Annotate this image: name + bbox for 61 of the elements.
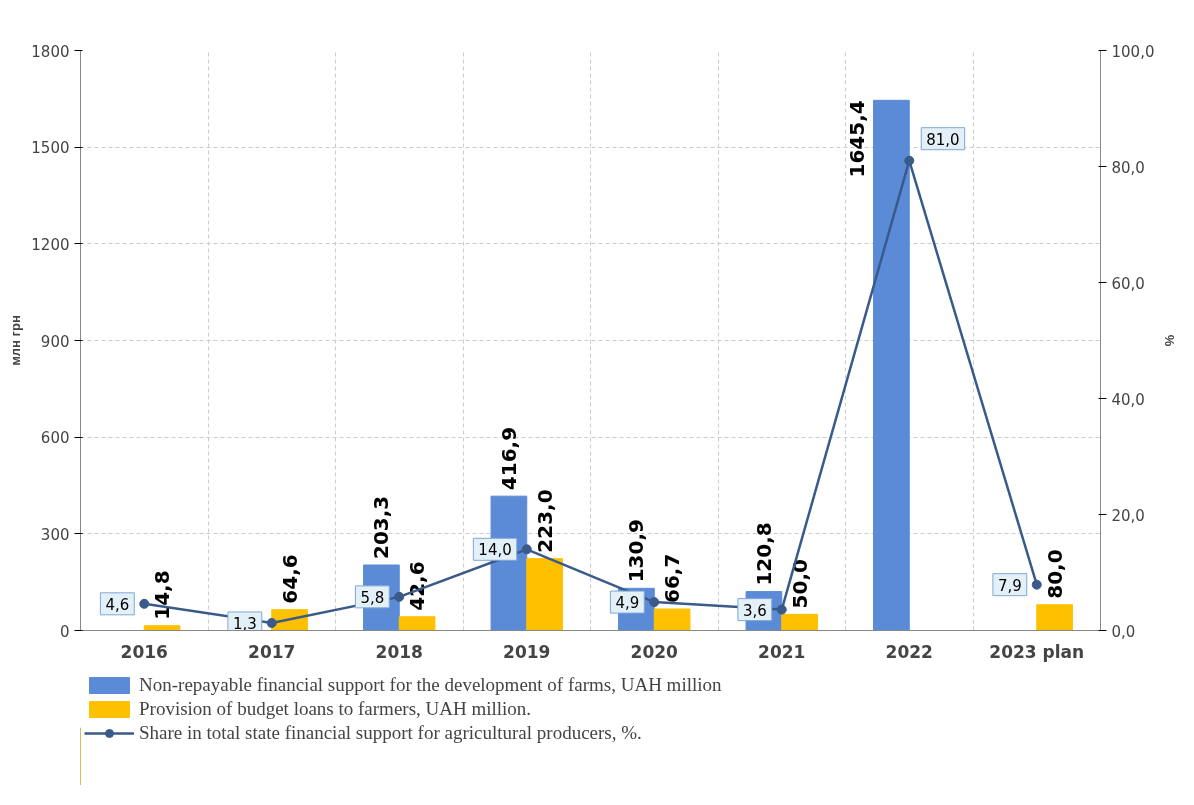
x-tick-label: 2023 plan [989, 641, 1085, 662]
y-tick-label: 900 [40, 332, 70, 351]
y2-axis-title: % [1162, 334, 1178, 347]
y-tick-label: 600 [40, 429, 70, 448]
x-tick-label: 2022 [885, 641, 933, 662]
data-label: 120,8 [751, 522, 776, 586]
bar [873, 99, 910, 631]
bar [781, 613, 818, 631]
y2-tick-label: 40,0 [1111, 390, 1145, 409]
y2-tick-label: 20,0 [1111, 506, 1145, 525]
point [139, 598, 150, 609]
x-tick-label: 2017 [248, 641, 296, 662]
point [1031, 579, 1042, 590]
data-label: 416,9 [496, 426, 521, 491]
y-axis-title: млн грн [8, 315, 24, 366]
data-label: 223,0 [532, 489, 557, 553]
data-label: 3,6 [742, 601, 767, 620]
data-label: 7,9 [997, 576, 1022, 595]
data-label: 5,8 [360, 588, 385, 607]
x-tick-label: 2018 [375, 641, 423, 662]
bar [1036, 604, 1073, 631]
data-label: 81,0 [926, 130, 960, 149]
data-label: 50,0 [787, 559, 812, 609]
data-label: 1,3 [232, 614, 257, 633]
x-tick-label: 2019 [503, 641, 551, 662]
point [521, 544, 532, 555]
point [776, 604, 787, 615]
point [649, 597, 660, 608]
data-label: 130,9 [624, 519, 649, 583]
bar [143, 625, 181, 631]
data-label: 4,9 [615, 594, 640, 613]
point [266, 617, 277, 628]
point [904, 155, 915, 166]
data-label: 203,3 [369, 495, 394, 559]
y-tick-label: 1200 [31, 235, 70, 254]
point [394, 591, 405, 602]
legend-label: Share in total state financial support for agricultural producers, %. [139, 722, 642, 744]
legend-label: Provision of budget loans to farmers, UAH million. [139, 698, 532, 720]
data-label: 66,7 [660, 553, 685, 604]
y2-tick-label: 80,0 [1111, 158, 1145, 177]
data-label: 4,6 [105, 595, 130, 614]
y2-tick-label: 100,0 [1111, 42, 1155, 61]
data-label: 64,6 [277, 554, 302, 604]
data-label: 42,6 [405, 561, 430, 611]
data-label: 14,8 [150, 570, 175, 620]
legend-label: Non-repayable financial support for the development of farms, UAH million [139, 674, 722, 696]
y2-tick-label: 0,0 [1111, 622, 1136, 641]
bar [398, 616, 436, 631]
data-label: 14,0 [478, 541, 512, 560]
bar [526, 558, 563, 631]
y-tick-label: 1500 [31, 139, 70, 158]
bar [653, 608, 691, 631]
data-label: 80,0 [1042, 549, 1067, 599]
x-tick-label: 2016 [120, 641, 168, 662]
y-tick-label: 300 [40, 525, 70, 544]
y2-tick-label: 60,0 [1111, 274, 1145, 293]
y-tick-label: 0 [59, 622, 70, 641]
x-tick-label: 2021 [758, 641, 806, 662]
y-tick-label: 1800 [31, 42, 70, 61]
x-tick-label: 2020 [630, 641, 679, 662]
data-label: 1645,4 [845, 100, 870, 178]
